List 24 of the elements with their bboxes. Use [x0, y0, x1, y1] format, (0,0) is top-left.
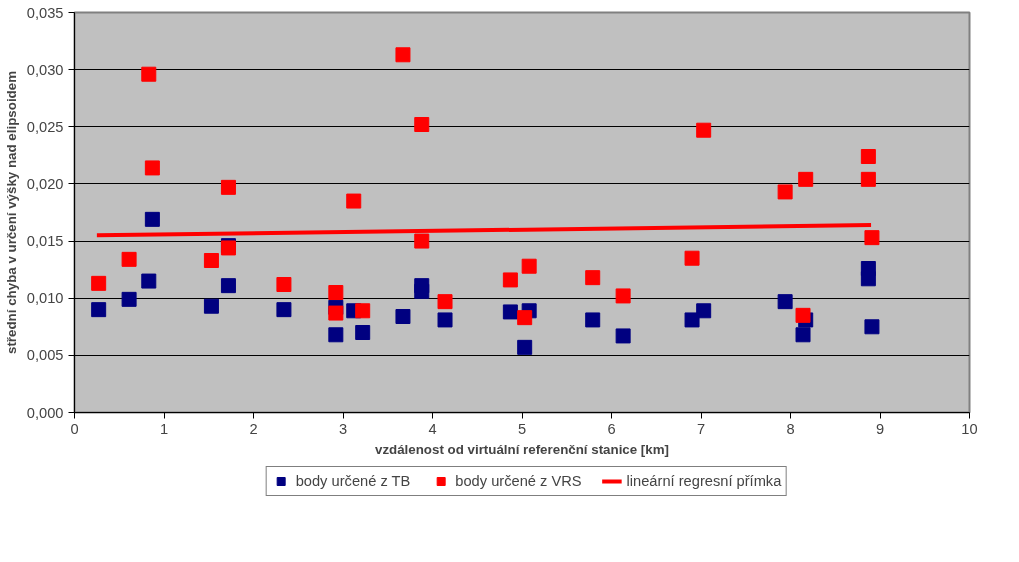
y-tick-label: 0,010 [26, 290, 64, 307]
x-tick-label: 3 [338, 420, 348, 437]
legend-label: lineární regresní přímka [626, 473, 782, 489]
legend-label: body určené z VRS [455, 473, 582, 489]
y-tick-label: 0,020 [26, 175, 64, 192]
x-tick-label: 9 [875, 420, 885, 437]
y-axis-title: střední chyba v určení výšky nad elipsoidem [3, 70, 19, 354]
x-tick-label: 4 [428, 420, 437, 437]
x-tick-label: 5 [517, 420, 527, 437]
x-tick-label: 7 [696, 420, 706, 437]
x-tick-label: 10 [961, 420, 978, 437]
y-tick-label: 0,035 [26, 4, 64, 21]
x-tick-label: 2 [249, 420, 258, 437]
legend-label: body určené z TB [295, 473, 411, 489]
x-tick-label: 8 [786, 420, 795, 437]
x-axis-title: vzdálenost od virtuální referenční stanice [km] [374, 441, 670, 457]
x-tick-label: 6 [607, 420, 616, 437]
y-tick-label: 0,015 [26, 233, 64, 250]
y-tick-label: 0,025 [26, 118, 64, 135]
y-tick-label: 0,005 [26, 347, 64, 364]
y-tick-label: 0,000 [26, 404, 64, 421]
x-tick-label: 1 [159, 420, 169, 437]
y-tick-label: 0,030 [26, 61, 64, 78]
x-tick-label: 0 [70, 420, 79, 437]
